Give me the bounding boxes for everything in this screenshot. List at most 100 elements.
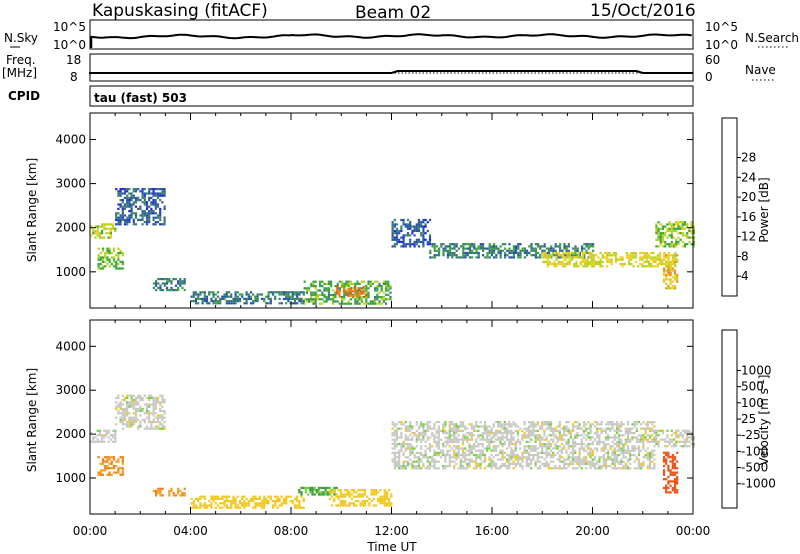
data-cell [110,467,113,470]
data-cell [197,297,200,300]
data-cell [464,451,467,454]
data-cell [400,445,403,448]
data-cell [676,260,679,263]
data-cell [417,451,421,454]
data-cell [552,434,555,437]
data-cell [490,432,493,435]
data-cell [339,489,342,492]
data-cell [574,467,577,470]
data-cell [590,256,593,259]
data-cell [635,447,638,450]
data-cell [435,432,438,435]
data-cell [466,254,469,257]
data-cell [543,458,546,461]
data-cell [577,252,580,255]
colorbar-tick-label: 100 [741,396,764,410]
data-cell [393,432,396,435]
data-cell [101,267,105,270]
data-cell [661,234,665,237]
data-cell [227,302,231,305]
data-cell [466,427,469,430]
data-cell [571,429,575,432]
data-cell [462,243,465,246]
x-tick-label: 20:00 [575,524,610,538]
data-cell [141,192,144,195]
data-cell [243,500,246,503]
data-cell [525,460,528,463]
data-cell [444,432,447,435]
data-cell [159,278,162,281]
data-cell [123,221,127,224]
data-cell [205,295,209,298]
data-cell [477,254,480,257]
data-cell [565,462,568,465]
data-cell [567,454,570,457]
data-cell [179,489,182,493]
data-cell [141,396,144,399]
data-cell [585,467,588,470]
data-cell [552,460,555,463]
data-cell [667,287,670,290]
data-cell [161,194,164,197]
data-cell [148,421,151,424]
data-cell [404,421,407,424]
data-cell [585,460,588,463]
data-cell [607,421,610,424]
data-cell [161,282,164,285]
data-cell [505,467,509,470]
data-cell [308,287,311,290]
data-cell [671,280,674,283]
data-cell [152,399,155,402]
data-cell [472,467,476,470]
data-cell [512,451,515,454]
data-cell [417,436,421,439]
data-cell [578,456,581,459]
data-cell [582,443,586,446]
data-cell [674,254,677,257]
data-cell [646,467,649,470]
data-cell [545,445,548,448]
data-cell [688,431,691,435]
data-cell [205,506,209,509]
data-cell [599,258,602,261]
data-cell [426,221,429,224]
data-cell [342,290,345,293]
data-cell [499,245,502,248]
data-cell [488,429,491,432]
data-cell [591,423,594,426]
data-cell [437,467,440,470]
data-cell [208,302,211,305]
data-cell [106,467,109,470]
data-cell [303,287,306,290]
x-tick-label: 00:00 [676,524,711,538]
data-cell [662,263,666,266]
data-cell [481,436,484,439]
data-cell [468,432,471,435]
data-cell [431,243,434,246]
data-cell [357,489,360,492]
data-cell [665,276,668,279]
data-cell [356,290,359,293]
data-cell [323,289,326,292]
data-cell [337,504,340,507]
data-cell [109,438,112,441]
data-cell [589,449,592,452]
data-cell [106,247,109,250]
data-cell [123,196,127,199]
data-cell [534,434,537,437]
data-cell [367,291,370,294]
data-cell [437,438,440,441]
data-cell [597,260,600,263]
data-cell [600,427,603,430]
data-cell [134,396,138,399]
data-cell [424,434,427,437]
data-cell [569,436,572,439]
data-cell [428,427,432,430]
data-cell [442,249,445,252]
data-cell [604,443,608,446]
data-cell [527,451,531,454]
data-cell [344,502,347,505]
data-cell [673,478,677,481]
data-cell [572,254,575,257]
data-cell [550,245,553,248]
